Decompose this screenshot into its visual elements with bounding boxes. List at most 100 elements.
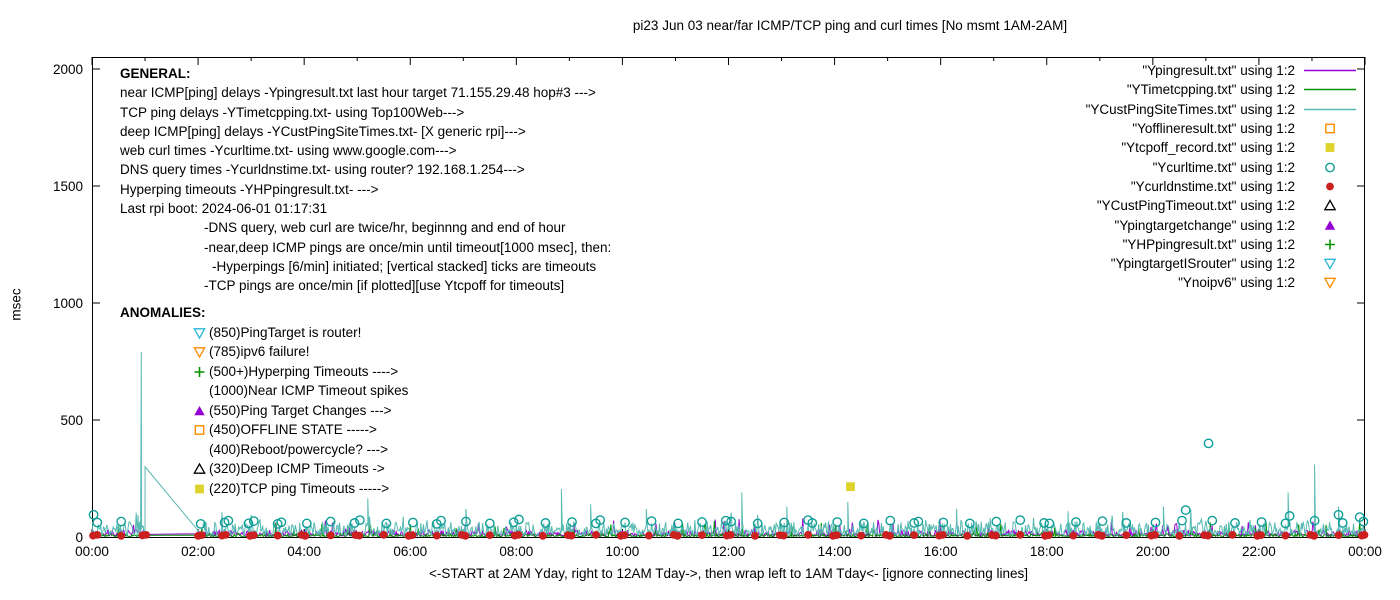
legend-item: "Ypingresult.txt" using 1:2 [1086, 61, 1360, 80]
legend-square-filled-icon [1302, 140, 1360, 155]
anomalies-heading: ANOMALIES: [120, 305, 206, 320]
general-note-line: web curl times -Ycurltime.txt- using www… [120, 143, 457, 159]
svg-text:500: 500 [60, 413, 83, 428]
triangle-filled-icon [192, 403, 209, 418]
legend-item-label: "YCustPingSiteTimes.txt" using 1:2 [1085, 101, 1295, 117]
svg-text:22:00: 22:00 [1242, 544, 1276, 559]
svg-text:08:00: 08:00 [499, 544, 533, 559]
svg-text:02:00: 02:00 [181, 544, 215, 559]
square-filled-icon [192, 481, 209, 496]
plus-icon [192, 364, 209, 379]
svg-text:2000: 2000 [53, 62, 83, 77]
legend-circle-filled-icon [1302, 179, 1360, 194]
anomalies-notes: ANOMALIES: (850)PingTarget is router! (78… [120, 303, 408, 498]
svg-text:14:00: 14:00 [818, 544, 852, 559]
anomaly-item: (320)Deep ICMP Timeouts -> [120, 459, 408, 479]
legend-item: "Ynoipv6" using 1:2 [1086, 273, 1360, 292]
legend-item: "Ycurldnstime.txt" using 1:2 [1086, 177, 1360, 196]
anomaly-item: (1000)Near ICMP Timeout spikes [120, 381, 408, 401]
legend-line-icon [1302, 63, 1360, 78]
svg-text:1500: 1500 [53, 179, 83, 194]
svg-text:0: 0 [75, 530, 83, 545]
legend-triangle-down-open-icon [1302, 256, 1360, 271]
legend-item-label: "Ypingtargetchange" using 1:2 [1114, 217, 1295, 233]
legend-item: "YCustPingSiteTimes.txt" using 1:2 [1086, 100, 1360, 119]
legend-circle-open-icon [1302, 160, 1360, 175]
svg-text:00:00: 00:00 [75, 544, 109, 559]
svg-text:1000: 1000 [53, 296, 83, 311]
anomaly-item-label: (220)TCP ping Timeouts -----> [209, 480, 390, 496]
anomaly-item-label: (500+)Hyperping Timeouts ----> [209, 363, 399, 379]
anomaly-item-label: (400)Reboot/powercycle? ---> [209, 441, 388, 457]
general-note-line: Hyperping timeouts -YHPpingresult.txt- -… [120, 181, 379, 197]
legend-item: "YCustPingTimeout.txt" using 1:2 [1086, 196, 1360, 215]
legend-item: "Ytcpoff_record.txt" using 1:2 [1086, 138, 1360, 157]
svg-text:00:00: 00:00 [1348, 544, 1382, 559]
general-note-line: -TCP pings are once/min [if plotted][use… [204, 278, 565, 294]
anomaly-item: (550)Ping Target Changes ---> [120, 401, 408, 421]
legend-triangle-filled-icon [1302, 218, 1360, 233]
no-icon [192, 383, 209, 398]
anomaly-item-label: (1000)Near ICMP Timeout spikes [209, 383, 409, 398]
legend-triangle-down-open-icon [1302, 275, 1360, 290]
x-axis-note: <-START at 2AM Yday, right to 12AM Tday-… [429, 566, 1028, 581]
svg-text:12:00: 12:00 [712, 544, 746, 559]
general-note-line: -DNS query, web curl are twice/hr, begin… [204, 220, 566, 236]
legend-triangle-open-icon [1302, 198, 1360, 213]
triangle-down-open-icon [192, 344, 209, 359]
legend-plus-icon [1302, 237, 1360, 252]
legend-item-label: "YTimetcpping.txt" using 1:2 [1126, 82, 1295, 98]
no-icon [192, 442, 209, 457]
anomaly-item: (500+)Hyperping Timeouts ----> [120, 362, 408, 382]
legend-item: "Ycurltime.txt" using 1:2 [1086, 157, 1360, 176]
general-note-line: Last rpi boot: 2024-06-01 01:17:31 [120, 201, 328, 217]
general-note-line: -Hyperpings [6/min] initiated; [vertical… [212, 258, 597, 274]
legend-item-label: "YCustPingTimeout.txt" using 1:2 [1096, 198, 1295, 214]
svg-text:10:00: 10:00 [606, 544, 640, 559]
legend-item-label: "Ytcpoff_record.txt" using 1:2 [1121, 140, 1295, 156]
chart-title: pi23 Jun 03 near/far ICMP/TCP ping and c… [632, 18, 1068, 33]
anomaly-item-label: (450)OFFLINE STATE -----> [209, 422, 377, 437]
general-note-line: near ICMP[ping] delays -Ypingresult.txt … [120, 85, 596, 101]
triangle-down-open-icon [192, 325, 209, 340]
general-note-line: DNS query times -Ycurldnstime.txt- using… [120, 162, 525, 178]
legend-item-label: "Ynoipv6" using 1:2 [1178, 275, 1295, 291]
legend-line-icon [1302, 102, 1360, 117]
svg-text:16:00: 16:00 [924, 544, 958, 559]
anomaly-item: (450)OFFLINE STATE -----> [120, 420, 408, 440]
svg-text:04:00: 04:00 [287, 544, 321, 559]
general-notes: GENERAL: near ICMP[ping] delays -Ypingre… [120, 64, 611, 296]
legend-item-label: "YHPpingresult.txt" using 1:2 [1122, 236, 1295, 252]
anomaly-items: (850)PingTarget is router! (785)ipv6 fail… [120, 323, 408, 499]
legend-item-label: "YpingtargetISrouter" using 1:2 [1110, 256, 1295, 272]
svg-text:20:00: 20:00 [1136, 544, 1170, 559]
anomaly-item-label: (320)Deep ICMP Timeouts -> [209, 461, 385, 476]
svg-text:06:00: 06:00 [393, 544, 427, 559]
svg-text:18:00: 18:00 [1030, 544, 1064, 559]
legend-square-open-icon [1302, 121, 1360, 136]
anomaly-item-label: (785)ipv6 failure! [209, 344, 310, 359]
legend-item-label: "Ycurltime.txt" using 1:2 [1152, 159, 1295, 175]
triangle-open-icon [192, 461, 209, 476]
legend-item-label: "Ycurldnstime.txt" using 1:2 [1130, 178, 1295, 194]
anomaly-item: (400)Reboot/powercycle? ---> [120, 440, 408, 460]
general-heading: GENERAL: [120, 66, 191, 81]
plot-area: 0 500 1000 1500 2000 00:00 02:00 04:00 06:00 08:0… [53, 57, 1382, 559]
anomaly-item: (785)ipv6 failure! [120, 342, 408, 362]
legend: "Ypingresult.txt" using 1:2 "YTimetcpping… [1086, 61, 1360, 293]
general-note-line: deep ICMP[ping] delays -YCustPingSiteTim… [120, 123, 526, 139]
anomaly-item: (220)TCP ping Timeouts -----> [120, 479, 408, 499]
legend-item: "YpingtargetISrouter" using 1:2 [1086, 254, 1360, 273]
anomaly-item-label: (850)PingTarget is router! [209, 324, 362, 340]
legend-item-label: "Yofflineresult.txt" using 1:2 [1132, 121, 1295, 137]
legend-line-icon [1302, 82, 1360, 97]
general-note-line: -near,deep ICMP pings are once/min until… [204, 239, 612, 255]
legend-item-label: "Ypingresult.txt" using 1:2 [1142, 63, 1295, 79]
anomaly-item-label: (550)Ping Target Changes ---> [209, 402, 392, 418]
legend-item: "YTimetcpping.txt" using 1:2 [1086, 80, 1360, 99]
legend-item: "YHPpingresult.txt" using 1:2 [1086, 235, 1360, 254]
square-open-icon [192, 422, 209, 437]
legend-item: "Ypingtargetchange" using 1:2 [1086, 215, 1360, 234]
legend-item: "Yofflineresult.txt" using 1:2 [1086, 119, 1360, 138]
